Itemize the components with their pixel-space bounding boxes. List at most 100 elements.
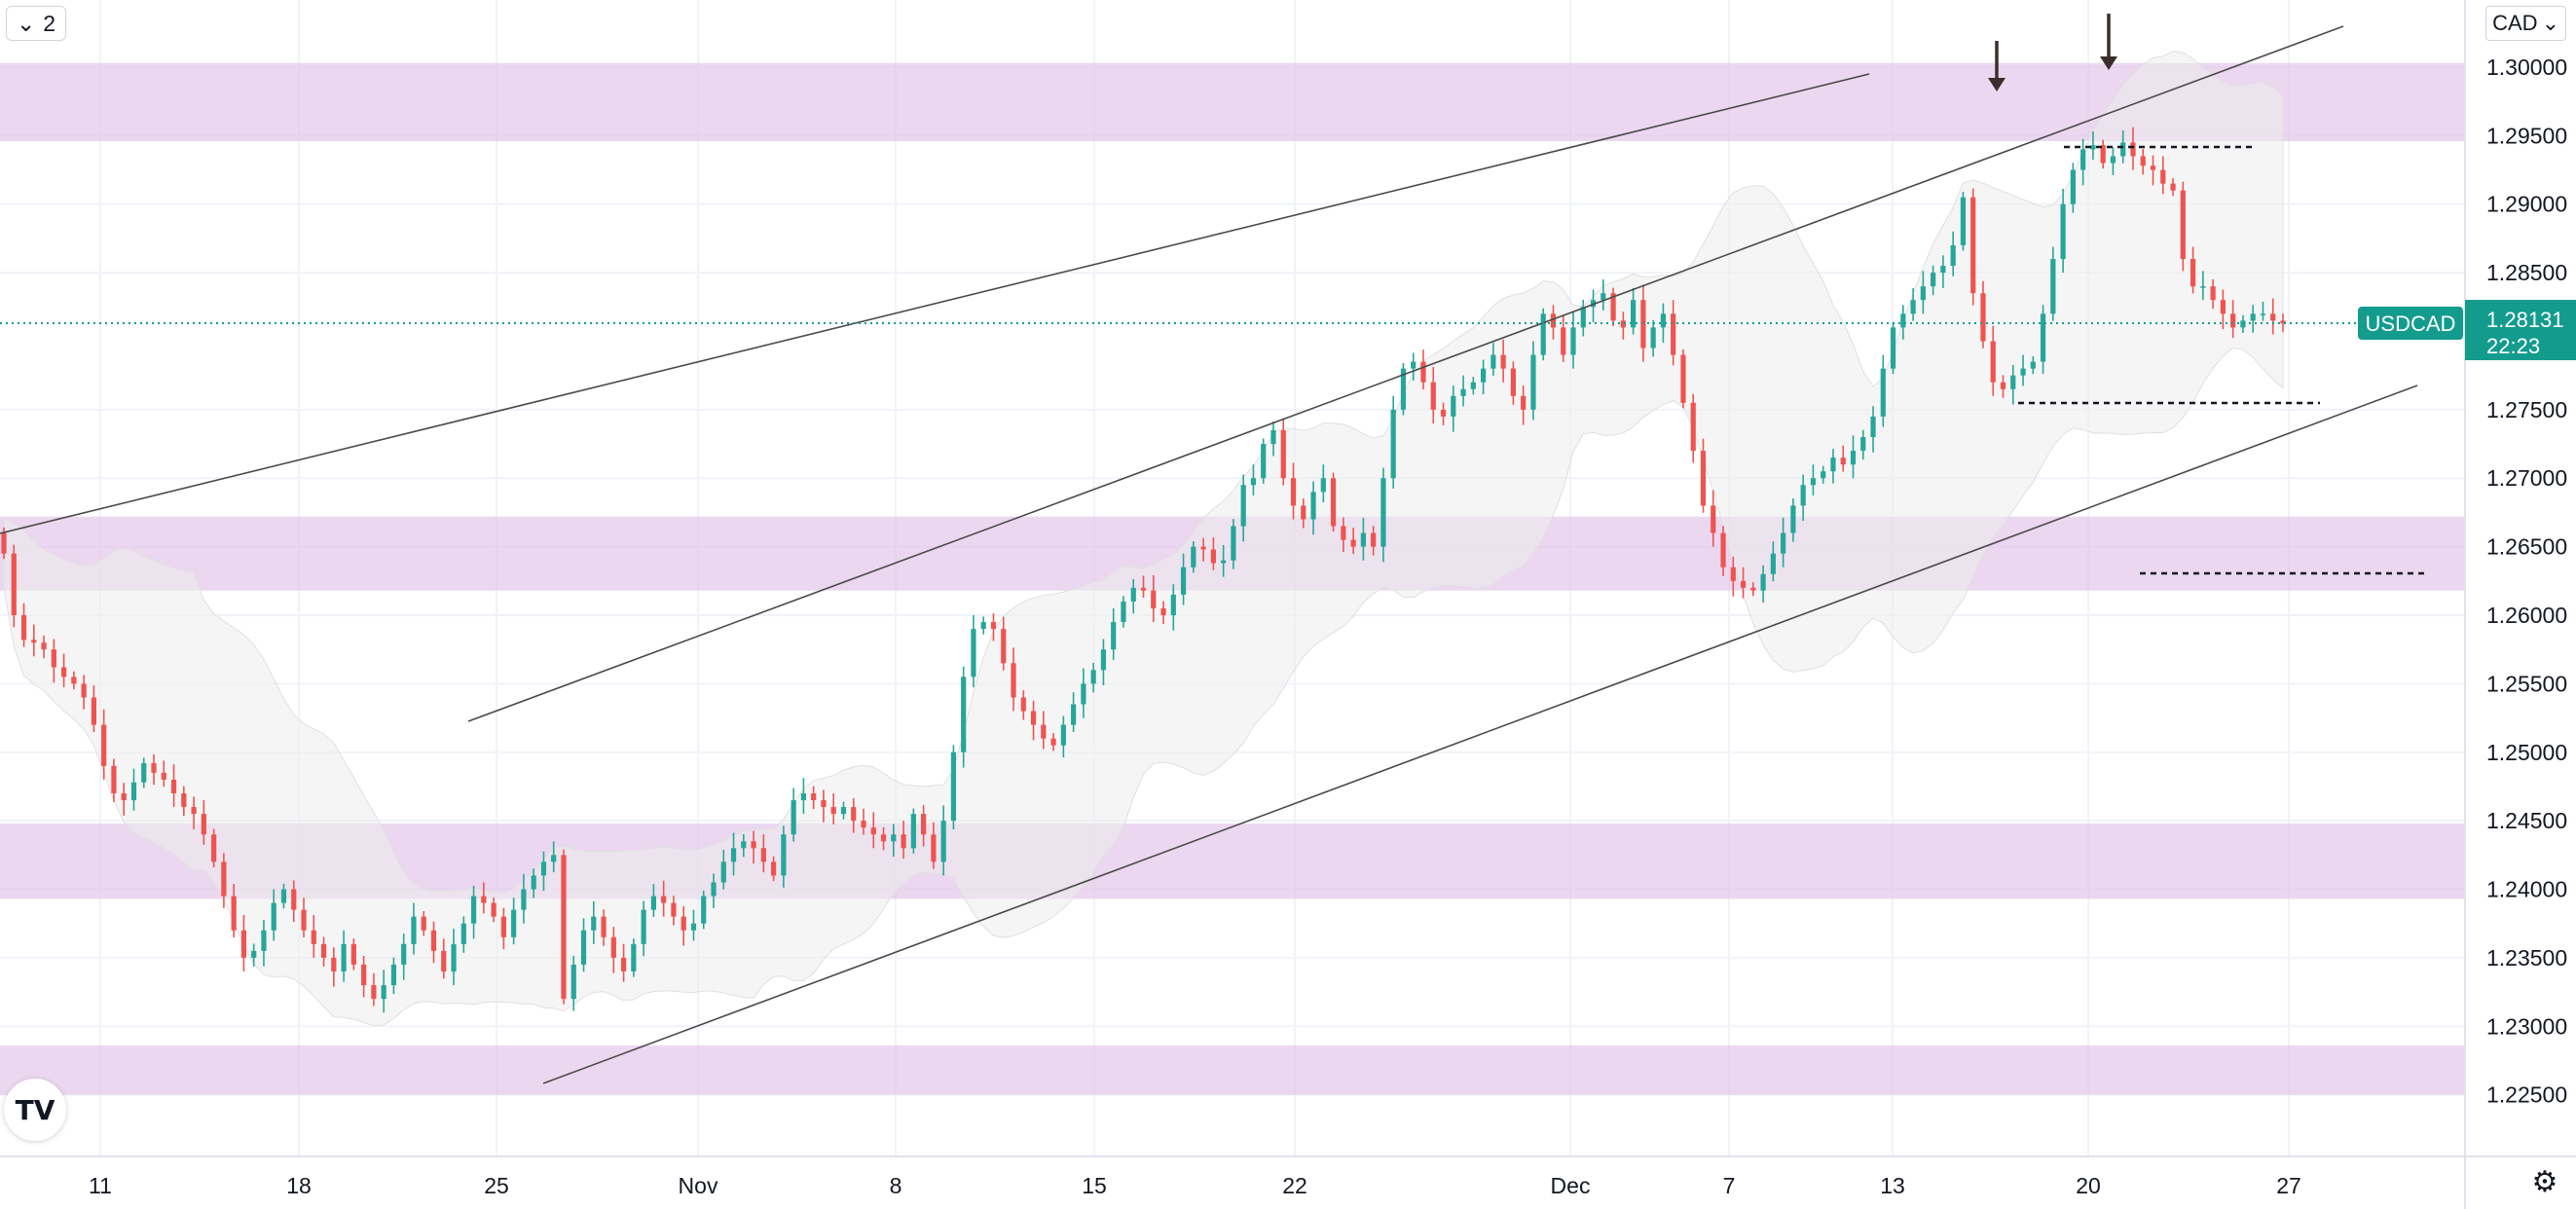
candle-body: [1990, 341, 1996, 383]
candle-body: [641, 909, 646, 944]
candle-body: [1090, 670, 1096, 684]
gear-icon[interactable]: ⚙: [2531, 1165, 2558, 1198]
candle-body: [2170, 183, 2176, 191]
candle-body: [1100, 649, 1107, 671]
candle-body: [561, 855, 567, 1000]
candle-body: [1650, 327, 1656, 348]
currency-selector[interactable]: CAD ⌄: [2485, 6, 2566, 41]
candle-body: [1980, 293, 1986, 342]
candle-body: [821, 800, 827, 808]
candle-body: [430, 930, 437, 951]
candle-body: [861, 821, 866, 828]
candle-body: [2090, 145, 2096, 150]
candle-body: [320, 943, 327, 958]
candle-body: [2080, 149, 2086, 170]
candle-body: [2040, 313, 2046, 362]
trendline[interactable]: [0, 73, 1870, 534]
candle-body: [151, 763, 157, 773]
collapse-indicators-button[interactable]: ⌄ 2: [6, 6, 67, 41]
candle-body: [681, 916, 686, 931]
candle-body: [1620, 320, 1626, 328]
candle-body: [1821, 471, 1826, 479]
candle-body: [251, 950, 257, 958]
candle-body: [2160, 169, 2166, 184]
candle-body: [2030, 361, 2036, 369]
candle-body: [1760, 573, 1766, 591]
candle-body: [1960, 197, 1967, 245]
candle-body: [720, 861, 726, 883]
candle-body: [1011, 663, 1016, 698]
candle-body: [751, 841, 756, 849]
candle-body: [1240, 485, 1246, 527]
candle-body: [2260, 313, 2266, 315]
y-axis[interactable]: 1.30000 1.29500 1.29000 1.28500 1.27500 1.270…: [2464, 0, 2567, 1209]
candle-body: [980, 622, 986, 630]
candle-body: [1060, 724, 1066, 746]
candle-body: [771, 861, 777, 876]
candle-body: [1711, 505, 1716, 533]
x-tick-label: 20: [2076, 1173, 2101, 1198]
tradingview-logo[interactable]: TV: [4, 1079, 66, 1141]
candle-body: [240, 930, 247, 958]
candle-body: [2180, 190, 2186, 260]
candle-body: [1680, 354, 1686, 403]
candle-body: [620, 957, 627, 971]
candle-body: [910, 814, 916, 849]
candle-body: [701, 896, 707, 924]
candle-body: [1631, 300, 1637, 328]
candle-body: [1870, 416, 1876, 438]
x-tick-label: 15: [1082, 1173, 1107, 1198]
candle-body: [1580, 307, 1586, 328]
candle-body: [1740, 580, 1747, 588]
y-tick-label: 1.23500: [2486, 945, 2567, 971]
x-tick-label: 18: [286, 1173, 312, 1198]
trendline[interactable]: [467, 25, 2344, 722]
candle-body: [2240, 320, 2246, 328]
candle-body: [201, 814, 206, 835]
candle-body: [111, 765, 117, 793]
candle-body: [800, 792, 807, 801]
candle-body: [521, 889, 527, 910]
candle-body: [41, 642, 47, 650]
candle-body: [311, 930, 316, 944]
currency-label: CAD: [2492, 11, 2538, 35]
candle-body: [760, 848, 766, 862]
candle-body: [1950, 244, 1956, 267]
candle-body: [2220, 300, 2226, 314]
candle-body: [371, 985, 377, 1000]
countdown-label: 22:23: [2486, 334, 2540, 358]
candle-body: [1420, 361, 1426, 383]
candle-body: [661, 896, 667, 903]
candle-body: [1290, 478, 1297, 506]
candle-body: [261, 930, 267, 951]
y-tick-label: 1.26500: [2486, 534, 2567, 560]
candle-body: [1720, 532, 1726, 568]
candle-body: [891, 834, 897, 842]
candle-body: [1490, 354, 1496, 369]
candle-body: [91, 697, 97, 725]
candle-body: [350, 943, 356, 965]
candle-body: [1350, 539, 1356, 547]
candle-body: [671, 902, 677, 917]
candle-body: [1890, 327, 1896, 369]
candle-body: [1460, 388, 1466, 396]
candle-body: [1180, 567, 1187, 595]
candle-body: [1071, 704, 1077, 725]
candle-body: [1400, 368, 1407, 410]
trendline[interactable]: [542, 385, 2418, 1084]
candle-body: [1601, 293, 1606, 301]
candle-body: [1860, 437, 1866, 452]
candle-body: [291, 889, 297, 910]
candle-body: [811, 792, 817, 801]
candle-body: [1561, 327, 1566, 355]
candle-body: [1301, 505, 1306, 520]
candle-body: [2100, 145, 2106, 164]
candle-body: [1261, 444, 1267, 479]
x-axis[interactable]: 11 18 25 Nov 8 15 22 Dec 7 13 20 27: [0, 1155, 2576, 1198]
candle-body: [791, 800, 796, 835]
candle-body: [1371, 532, 1377, 547]
candle-body: [650, 896, 656, 910]
x-tick-label: Nov: [679, 1173, 718, 1198]
candle-body: [1140, 587, 1147, 591]
